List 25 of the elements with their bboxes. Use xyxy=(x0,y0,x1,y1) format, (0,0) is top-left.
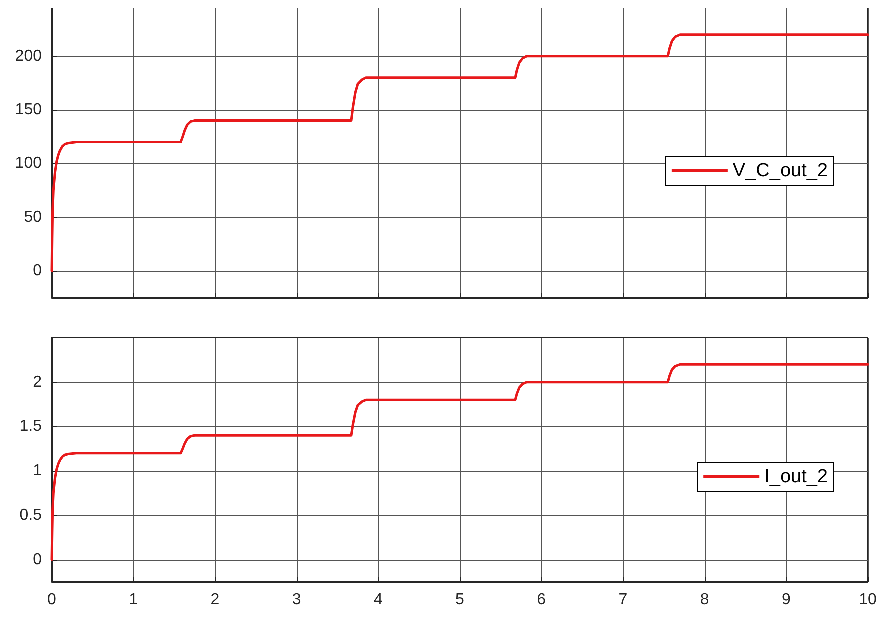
x-tick-label: 6 xyxy=(537,592,546,608)
x-tick-label: 1 xyxy=(129,592,138,608)
y-tick-label: 50 xyxy=(24,208,42,226)
y-tick-label: 100 xyxy=(15,155,42,172)
x-tick-label: 7 xyxy=(618,592,628,608)
legend-label: I_out_2 xyxy=(764,466,828,488)
y-tick-label: 0 xyxy=(33,262,42,280)
x-tick-label: 0 xyxy=(48,592,57,608)
legend-label: V_C_out_2 xyxy=(732,160,828,182)
x-tick-label: 5 xyxy=(456,592,465,608)
y-tick-label: 1 xyxy=(33,462,42,480)
y-tick-label: 150 xyxy=(15,102,42,119)
x-tick-label: 10 xyxy=(859,592,877,608)
x-tick-label: 8 xyxy=(700,592,710,608)
y-tick-label: 0.5 xyxy=(20,506,42,524)
y-tick-label: 200 xyxy=(15,48,42,65)
x-tick-label: 3 xyxy=(292,592,302,608)
x-tick-label: 2 xyxy=(210,592,220,608)
x-tick-label: 4 xyxy=(374,592,383,608)
y-tick-label: 0 xyxy=(33,551,42,568)
y-tick-label: 1.5 xyxy=(20,418,42,436)
line-series xyxy=(50,363,870,562)
line-series xyxy=(50,34,870,272)
x-tick-label: 9 xyxy=(782,592,791,608)
y-tick-label: 2 xyxy=(33,374,42,391)
